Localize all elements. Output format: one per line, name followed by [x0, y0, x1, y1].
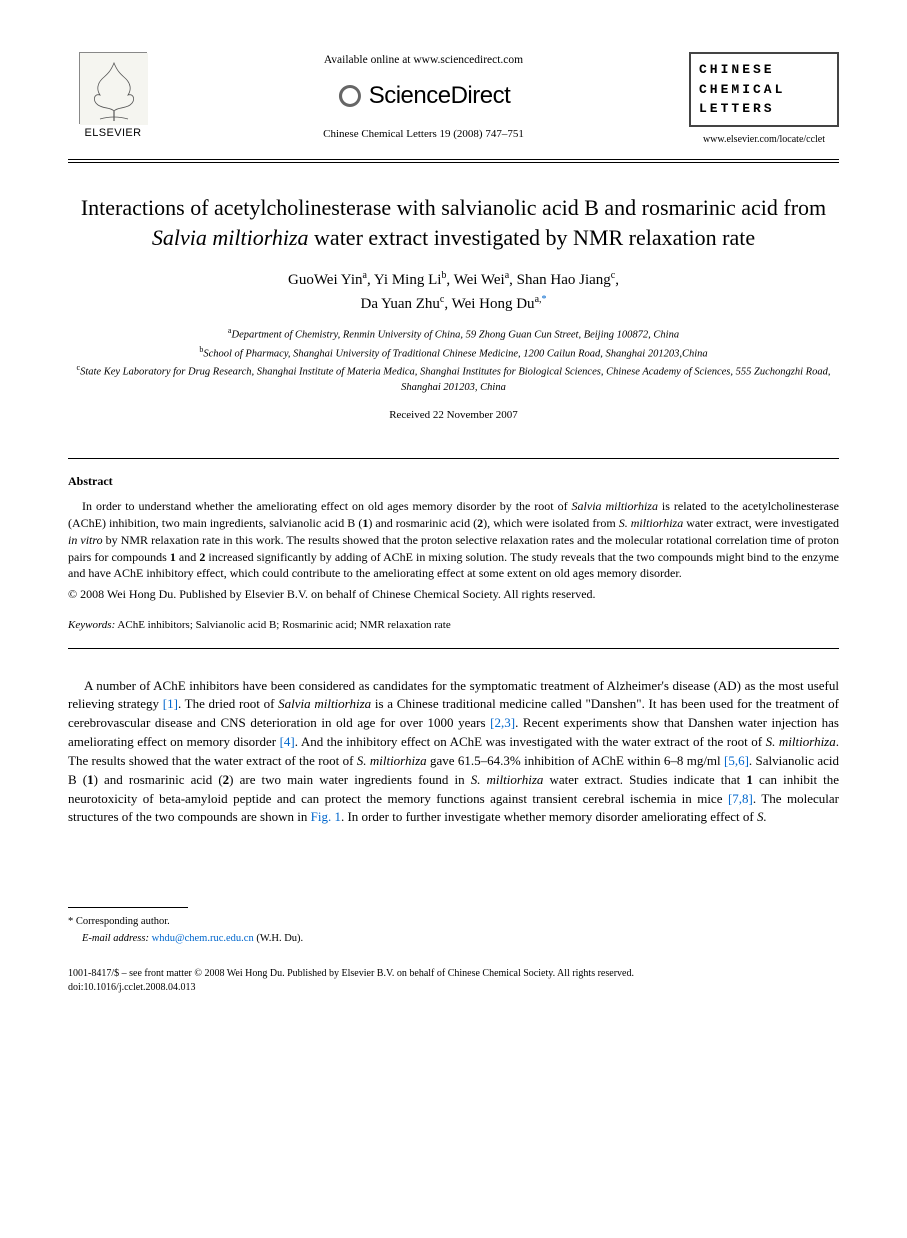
author-1-aff: a — [362, 270, 366, 281]
journal-logo-line3: LETTERS — [699, 99, 829, 119]
keywords-line: Keywords: AChE inhibitors; Salvianolic a… — [68, 618, 839, 634]
keywords-text: AChE inhibitors; Salvianolic acid B; Ros… — [115, 619, 450, 631]
sciencedirect-text: ScienceDirect — [369, 79, 511, 114]
citation-line: Chinese Chemical Letters 19 (2008) 747–7… — [178, 127, 669, 143]
reference-link[interactable]: [4] — [280, 734, 295, 749]
body-seg: . The dried root of — [178, 696, 278, 711]
abs-seg: ) and rosmarinic acid ( — [368, 516, 477, 530]
body-seg: ) are two main water ingredients found i… — [229, 772, 471, 787]
abs-italic: Salvia miltiorhiza — [572, 499, 658, 513]
affiliation-b: School of Pharmacy, Shanghai University … — [203, 348, 707, 359]
author-5: Da Yuan Zhu — [360, 296, 439, 312]
keywords-label: Keywords: — [68, 619, 115, 631]
author-6: Wei Hong Du — [452, 296, 535, 312]
abstract-bottom-rule — [68, 648, 839, 649]
authors-list: GuoWei Yina, Yi Ming Lib, Wei Weia, Shan… — [68, 268, 839, 315]
title-pre: Interactions of acetylcholinesterase wit… — [81, 195, 826, 220]
reference-link[interactable]: [5,6] — [724, 753, 749, 768]
email-line: E-mail address: whdu@chem.ruc.edu.cn (W.… — [68, 931, 839, 946]
article-title: Interactions of acetylcholinesterase wit… — [78, 193, 829, 252]
affiliation-c: State Key Laboratory for Drug Research, … — [80, 366, 830, 393]
header-center: Available online at www.sciencedirect.co… — [158, 52, 689, 143]
author-4: Shan Hao Jiang — [517, 272, 611, 288]
corresponding-star-icon[interactable]: * — [542, 294, 547, 305]
author-3: Wei Wei — [454, 272, 505, 288]
email-label: E-mail address: — [82, 933, 149, 944]
author-2: Yi Ming Li — [374, 272, 442, 288]
abs-seg: water extract, were investigated — [683, 516, 839, 530]
abstract-copyright: © 2008 Wei Hong Du. Published by Elsevie… — [68, 586, 839, 603]
title-post: water extract investigated by NMR relaxa… — [309, 225, 756, 250]
body-seg: . And the inhibitory effect on AChE was … — [295, 734, 766, 749]
journal-logo-line1: CHINESE — [699, 60, 829, 80]
author-2-aff: b — [441, 270, 446, 281]
body-italic: Salvia miltiorhiza — [278, 696, 371, 711]
journal-logo-block: CHINESE CHEMICAL LETTERS www.elsevier.co… — [689, 52, 839, 147]
author-4-aff: c — [611, 270, 615, 281]
journal-logo: CHINESE CHEMICAL LETTERS — [689, 52, 839, 127]
front-matter-line: 1001-8417/$ – see front matter © 2008 We… — [68, 967, 839, 981]
abs-seg: and — [176, 550, 199, 564]
author-1: GuoWei Yin — [288, 272, 362, 288]
figure-link[interactable]: Fig. 1 — [311, 809, 341, 824]
doi-line: doi:10.1016/j.cclet.2008.04.013 — [68, 981, 839, 995]
abstract-heading: Abstract — [68, 473, 839, 490]
abstract-paragraph: In order to understand whether the ameli… — [68, 498, 839, 582]
body-paragraph-1: A number of AChE inhibitors have been co… — [68, 677, 839, 828]
title-italic: Salvia miltiorhiza — [152, 225, 309, 250]
header-rule — [68, 159, 839, 163]
journal-logo-line2: CHEMICAL — [699, 80, 829, 100]
body-italic: S. — [757, 809, 767, 824]
available-online-text: Available online at www.sciencedirect.co… — [178, 52, 669, 69]
page-footer: * Corresponding author. E-mail address: … — [68, 907, 839, 994]
body-seg: ) and rosmarinic acid ( — [94, 772, 223, 787]
elsevier-label: ELSEVIER — [68, 126, 158, 142]
abs-seg: In order to understand whether the ameli… — [82, 499, 572, 513]
body-italic: S. miltiorhiza — [357, 753, 427, 768]
abs-italic: in vitro — [68, 533, 103, 547]
sciencedirect-swirl-icon — [337, 83, 363, 109]
abs-seg: ), which were isolated from — [483, 516, 619, 530]
elsevier-tree-icon — [79, 52, 147, 124]
reference-link[interactable]: [7,8] — [728, 791, 753, 806]
affiliation-a: Department of Chemistry, Renmin Universi… — [231, 330, 679, 341]
author-5-aff: c — [440, 294, 444, 305]
author-6-aff: a, — [535, 294, 542, 305]
body-seg: gave 61.5–64.3% inhibition of AChE withi… — [427, 753, 724, 768]
corresponding-author-note: * Corresponding author. — [68, 914, 839, 929]
page-header: ELSEVIER Available online at www.science… — [68, 52, 839, 151]
publisher-logo-block: ELSEVIER — [68, 52, 158, 142]
author-3-aff: a — [505, 270, 509, 281]
body-italic: S. miltiorhiza — [471, 772, 544, 787]
affiliations: aDepartment of Chemistry, Renmin Univers… — [68, 325, 839, 396]
email-author-name: (W.H. Du). — [254, 933, 303, 944]
journal-url[interactable]: www.elsevier.com/locate/cclet — [689, 133, 839, 148]
email-link[interactable]: whdu@chem.ruc.edu.cn — [152, 933, 254, 944]
reference-link[interactable]: [2,3] — [490, 715, 515, 730]
abstract-top-rule — [68, 458, 839, 459]
body-italic: S. miltiorhiza — [766, 734, 836, 749]
footnote-rule — [68, 907, 188, 908]
sciencedirect-logo: ScienceDirect — [337, 79, 511, 114]
received-date: Received 22 November 2007 — [68, 408, 839, 424]
abs-italic: S. miltiorhiza — [619, 516, 684, 530]
reference-link[interactable]: [1] — [163, 696, 178, 711]
body-seg: . In order to further investigate whethe… — [341, 809, 757, 824]
body-seg: water extract. Studies indicate that — [543, 772, 746, 787]
